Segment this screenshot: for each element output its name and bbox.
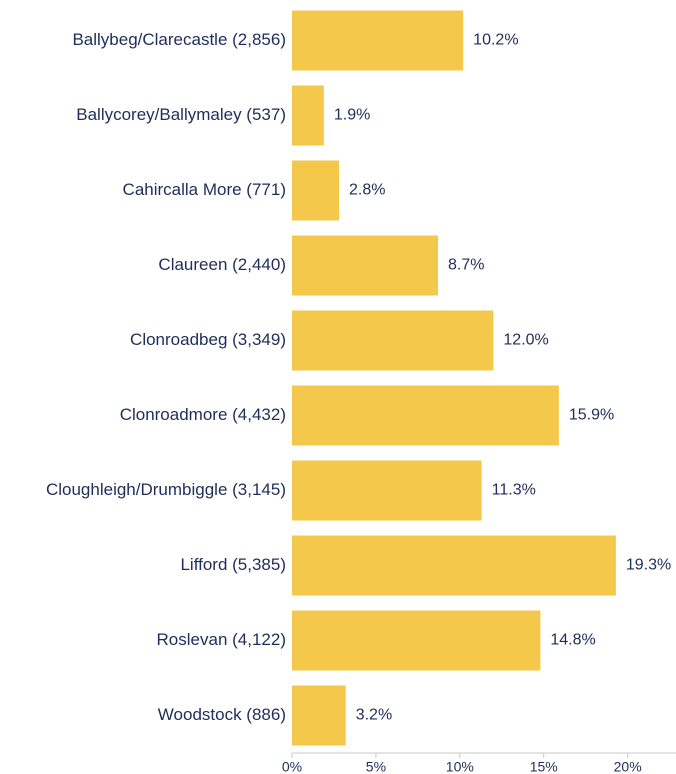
y-tick-label: Woodstock (886) xyxy=(158,705,286,724)
value-label: 10.2% xyxy=(473,32,518,49)
y-tick-label: Ballycorey/Ballymaley (537) xyxy=(76,105,286,124)
bar xyxy=(292,685,346,746)
value-label: 14.8% xyxy=(550,632,595,649)
value-label: 11.3% xyxy=(492,482,536,499)
value-label: 8.7% xyxy=(448,257,484,274)
value-label: 15.9% xyxy=(569,407,614,424)
y-tick-label: Clonroadmore (4,432) xyxy=(120,405,286,424)
y-tick-label: Roslevan (4,122) xyxy=(157,630,286,649)
x-tick-label: 0% xyxy=(282,759,302,774)
y-tick-label: Clonroadbeg (3,349) xyxy=(130,330,286,349)
y-tick-label: Ballybeg/Clarecastle (2,856) xyxy=(72,30,286,49)
bar xyxy=(292,235,439,296)
x-tick-label: 15% xyxy=(530,759,558,774)
value-label: 2.8% xyxy=(349,182,385,199)
y-tick-label: Cahircalla More (771) xyxy=(123,180,286,199)
bar xyxy=(292,160,339,221)
bar xyxy=(292,310,494,371)
bar xyxy=(292,535,616,596)
x-tick-label: 5% xyxy=(366,759,386,774)
value-label: 3.2% xyxy=(356,707,392,724)
bar xyxy=(292,10,464,71)
value-label: 19.3% xyxy=(626,557,671,574)
value-label: 12.0% xyxy=(503,332,548,349)
value-label: 1.9% xyxy=(334,107,370,124)
bar xyxy=(292,385,559,446)
bar xyxy=(292,460,482,521)
y-tick-label: Claureen (2,440) xyxy=(158,255,286,274)
y-tick-label: Cloughleigh/Drumbiggle (3,145) xyxy=(46,480,286,499)
y-tick-label: Lifford (5,385) xyxy=(180,555,286,574)
x-tick-label: 20% xyxy=(614,759,642,774)
x-tick-label: 10% xyxy=(446,759,474,774)
bar xyxy=(292,85,324,146)
bar xyxy=(292,610,541,671)
